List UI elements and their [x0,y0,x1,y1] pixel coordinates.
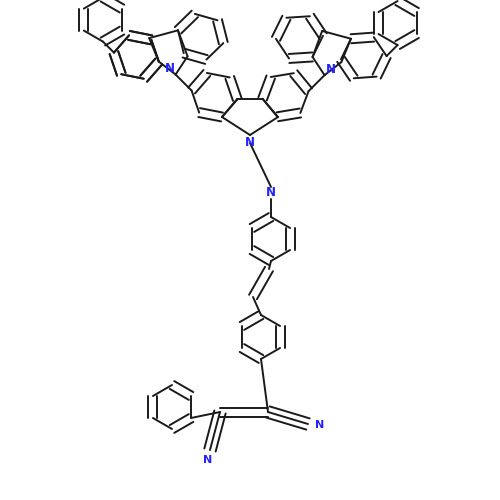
Text: N: N [326,62,336,76]
Text: N: N [245,136,255,149]
Text: N: N [266,186,276,200]
Text: N: N [204,455,212,465]
Text: N: N [316,420,324,430]
Text: N: N [164,62,174,75]
